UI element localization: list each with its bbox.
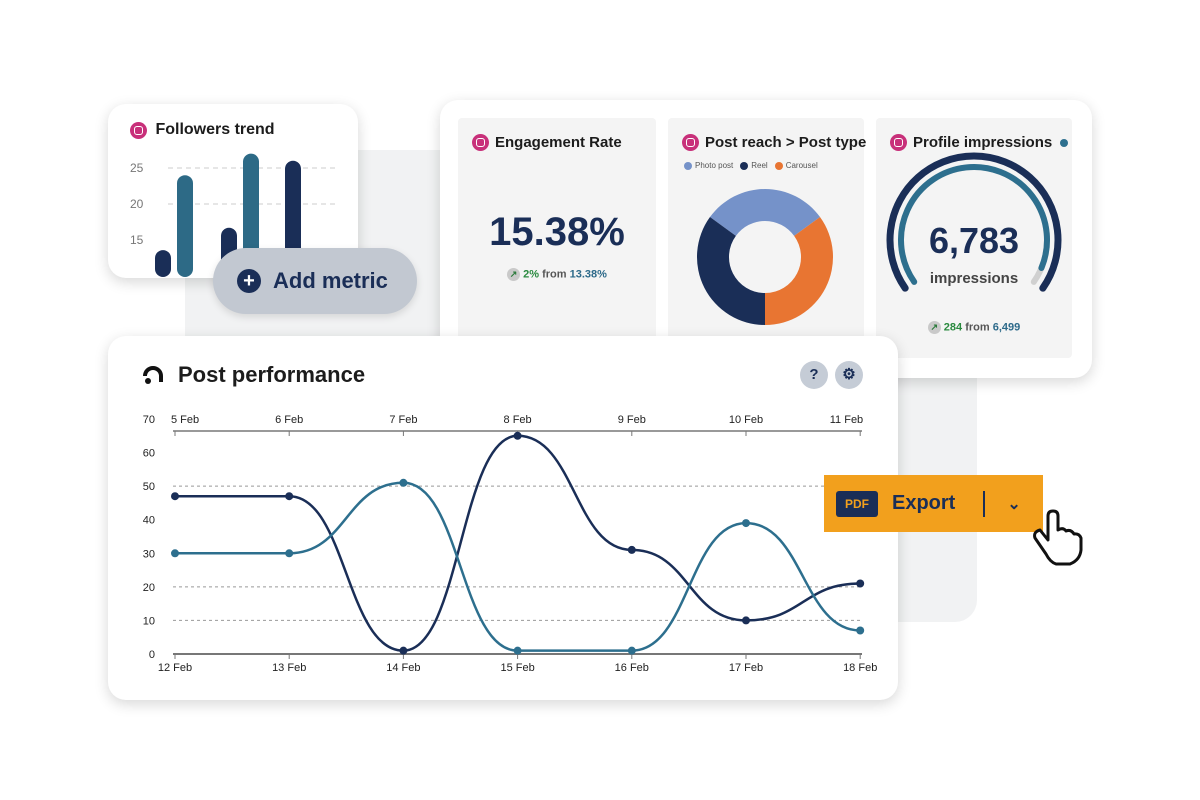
gauge-logo-icon xyxy=(143,366,163,384)
legend-label: Reel xyxy=(751,161,768,170)
instagram-icon xyxy=(890,134,907,152)
donut-slice xyxy=(765,217,833,325)
impressions-value: 6,783 xyxy=(928,220,1020,261)
donut-chart xyxy=(697,189,833,325)
donut-slice xyxy=(697,217,765,325)
previous-value: 6,499 xyxy=(992,321,1021,334)
delta-value: 2% xyxy=(523,268,540,281)
from-label: from xyxy=(965,321,990,334)
widget-title: Engagement Rate xyxy=(495,134,622,152)
plus-circle-icon: + xyxy=(237,269,261,293)
metrics-card: Engagement Rate 15.38% ↗ 2% from 13.38% … xyxy=(440,100,1092,378)
engagement-value: 15.38% xyxy=(489,210,625,254)
export-label: Export xyxy=(892,492,956,514)
add-metric-label: Add metric xyxy=(273,268,388,293)
post-reach-widget: Post reach > Post type Photo post Reel Car… xyxy=(668,118,867,358)
post-performance-card: Post performance ? ⚙ xyxy=(108,336,898,700)
instagram-icon xyxy=(682,134,699,152)
add-metric-button[interactable]: + Add metric xyxy=(213,248,417,314)
impressions-unit: impressions xyxy=(929,270,1019,287)
legend-item: Carousel xyxy=(774,161,818,170)
donut-legend: Photo post Reel Carousel xyxy=(684,161,825,170)
follower-bar xyxy=(155,250,171,277)
gauge-outer-arc xyxy=(886,152,1062,292)
help-icon[interactable]: ? xyxy=(800,361,828,389)
divider xyxy=(983,490,986,517)
legend-item: Reel xyxy=(740,161,768,170)
followers-bar-chart: 25 20 15 xyxy=(130,153,338,277)
follower-bar xyxy=(285,160,301,277)
y-tick-label: 20 xyxy=(130,197,144,211)
card-title: Followers trend xyxy=(155,121,275,138)
instagram-icon xyxy=(130,121,147,139)
card-title: Post performance xyxy=(178,362,366,387)
y-tick-label: 15 xyxy=(130,233,144,247)
widget-title: Profile impressions xyxy=(913,134,1053,152)
gauge-fill xyxy=(898,164,1050,285)
pdf-badge: PDF xyxy=(836,490,878,517)
engagement-rate-widget: Engagement Rate 15.38% ↗ 2% from 13.38% xyxy=(458,118,656,358)
impressions-gauge xyxy=(886,152,1062,292)
follower-bar xyxy=(177,175,193,277)
trend-up-icon: ↗ xyxy=(927,321,941,334)
legend-label: Photo post xyxy=(695,161,734,170)
gear-icon[interactable]: ⚙ xyxy=(835,361,863,389)
export-button[interactable]: PDF Export ⌄ xyxy=(824,475,1043,532)
instagram-icon xyxy=(472,134,489,152)
legend-item: Photo post xyxy=(684,161,733,170)
delta-value: 284 xyxy=(943,321,963,334)
y-tick-label: 25 xyxy=(130,161,144,175)
status-dot xyxy=(1059,138,1068,147)
widget-title: Post reach > Post type xyxy=(705,134,867,152)
legend-label: Carousel xyxy=(785,161,818,170)
chevron-down-icon[interactable]: ⌄ xyxy=(1007,495,1021,513)
from-label: from xyxy=(542,268,567,281)
profile-impressions-widget: Profile impressions 6,783 impressions ↗ … xyxy=(876,118,1072,358)
previous-value: 13.38% xyxy=(569,268,607,281)
follower-bar xyxy=(243,153,259,277)
donut-slice xyxy=(709,189,821,236)
hand-pointer-icon xyxy=(1033,509,1083,566)
trend-up-icon: ↗ xyxy=(507,268,521,281)
